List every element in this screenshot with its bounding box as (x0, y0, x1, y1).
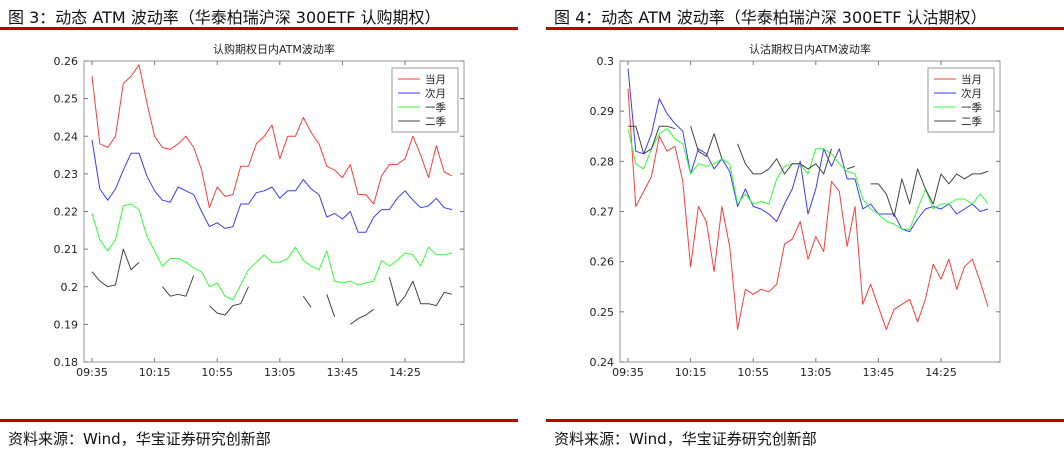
series-line (91, 203, 453, 301)
x-tick-label: 10:55 (737, 366, 769, 379)
y-tick-label: 0.24 (590, 356, 615, 369)
x-tick-label: 10:15 (139, 366, 171, 379)
chart-title: 认沽期权日内ATM波动率 (749, 42, 871, 56)
series-line (690, 126, 723, 159)
series-line (737, 143, 832, 175)
x-tick-label: 14:25 (925, 366, 957, 379)
series-line (846, 165, 856, 170)
figure-title: 图 4：动态 ATM 波动率（华泰柏瑞沪深 300ETF 认沽期权） (554, 8, 987, 27)
put-iv-chart: 认沽期权日内ATM波动率 0.24 0.25 0.26 0.27 0.28 0.29 0.3 0… (590, 42, 1001, 379)
series-line (209, 286, 249, 316)
series-line (350, 308, 374, 325)
series-line (870, 168, 989, 217)
legend-label: 二季 (961, 116, 982, 128)
y-tick-label: 0.18 (54, 356, 79, 369)
series-line (627, 128, 989, 230)
legend-label: 一季 (961, 102, 982, 114)
legend-label: 次月 (961, 87, 982, 100)
y-tick-label: 0.3 (597, 55, 615, 68)
figure-title: 图 3：动态 ATM 波动率（华泰柏瑞沪深 300ETF 认购期权） (8, 8, 441, 27)
series-line (627, 88, 989, 330)
series-line (162, 275, 195, 297)
top-rule (546, 27, 1064, 30)
x-tick-label: 14:25 (389, 366, 421, 379)
x-tick-label: 10:15 (675, 366, 707, 379)
series-line (388, 277, 453, 307)
right-panel: 图 4：动态 ATM 波动率（华泰柏瑞沪深 300ETF 认沽期权） 认沽期权日… (546, 0, 1064, 455)
series-line (91, 139, 453, 233)
y-tick-label: 0.22 (54, 206, 79, 219)
legend-label: 次月 (425, 87, 446, 100)
call-iv-chart: 认购期权日内ATM波动率 0.18 0.19 0.2 0.21 0.22 0.23 0.24 0… (54, 42, 465, 379)
y-tick-label: 0.28 (590, 155, 615, 168)
y-tick-label: 0.2 (61, 281, 79, 294)
x-tick-label: 13:05 (264, 366, 296, 379)
source-note: 资料来源：Wind，华宝证券研究创新部 (8, 430, 271, 448)
y-tick-label: 0.19 (54, 318, 79, 331)
y-tick-label: 0.25 (54, 93, 79, 106)
legend-label: 当月 (961, 73, 982, 86)
series-line (91, 64, 453, 209)
chart-title: 认购期权日内ATM波动率 (213, 42, 335, 56)
legend-label: 二季 (425, 116, 446, 128)
y-tick-label: 0.27 (590, 206, 615, 219)
top-rule (0, 27, 518, 30)
y-tick-label: 0.25 (590, 306, 615, 319)
y-tick-label: 0.21 (54, 243, 79, 256)
y-tick-label: 0.24 (54, 130, 79, 143)
series-line (91, 248, 140, 288)
y-tick-label: 0.23 (54, 168, 79, 181)
bottom-rule (0, 419, 518, 422)
x-tick-label: 13:05 (800, 366, 832, 379)
bottom-rule (546, 419, 1064, 422)
x-tick-label: 09:35 (612, 366, 644, 379)
source-note: 资料来源：Wind，华宝证券研究创新部 (554, 430, 817, 448)
y-tick-label: 0.29 (590, 105, 615, 118)
legend-label: 一季 (425, 102, 446, 114)
y-tick-label: 0.26 (54, 55, 79, 68)
x-tick-label: 09:35 (76, 366, 108, 379)
x-tick-label: 10:55 (201, 366, 233, 379)
legend-label: 当月 (425, 73, 446, 86)
series-line (302, 295, 312, 308)
x-tick-label: 13:45 (327, 366, 359, 379)
x-tick-label: 13:45 (863, 366, 895, 379)
series-line (628, 125, 676, 155)
series-line (627, 68, 989, 233)
series-line (326, 294, 336, 317)
y-tick-label: 0.26 (590, 256, 615, 269)
left-panel: 图 3：动态 ATM 波动率（华泰柏瑞沪深 300ETF 认购期权） 认购期权日… (0, 0, 518, 455)
